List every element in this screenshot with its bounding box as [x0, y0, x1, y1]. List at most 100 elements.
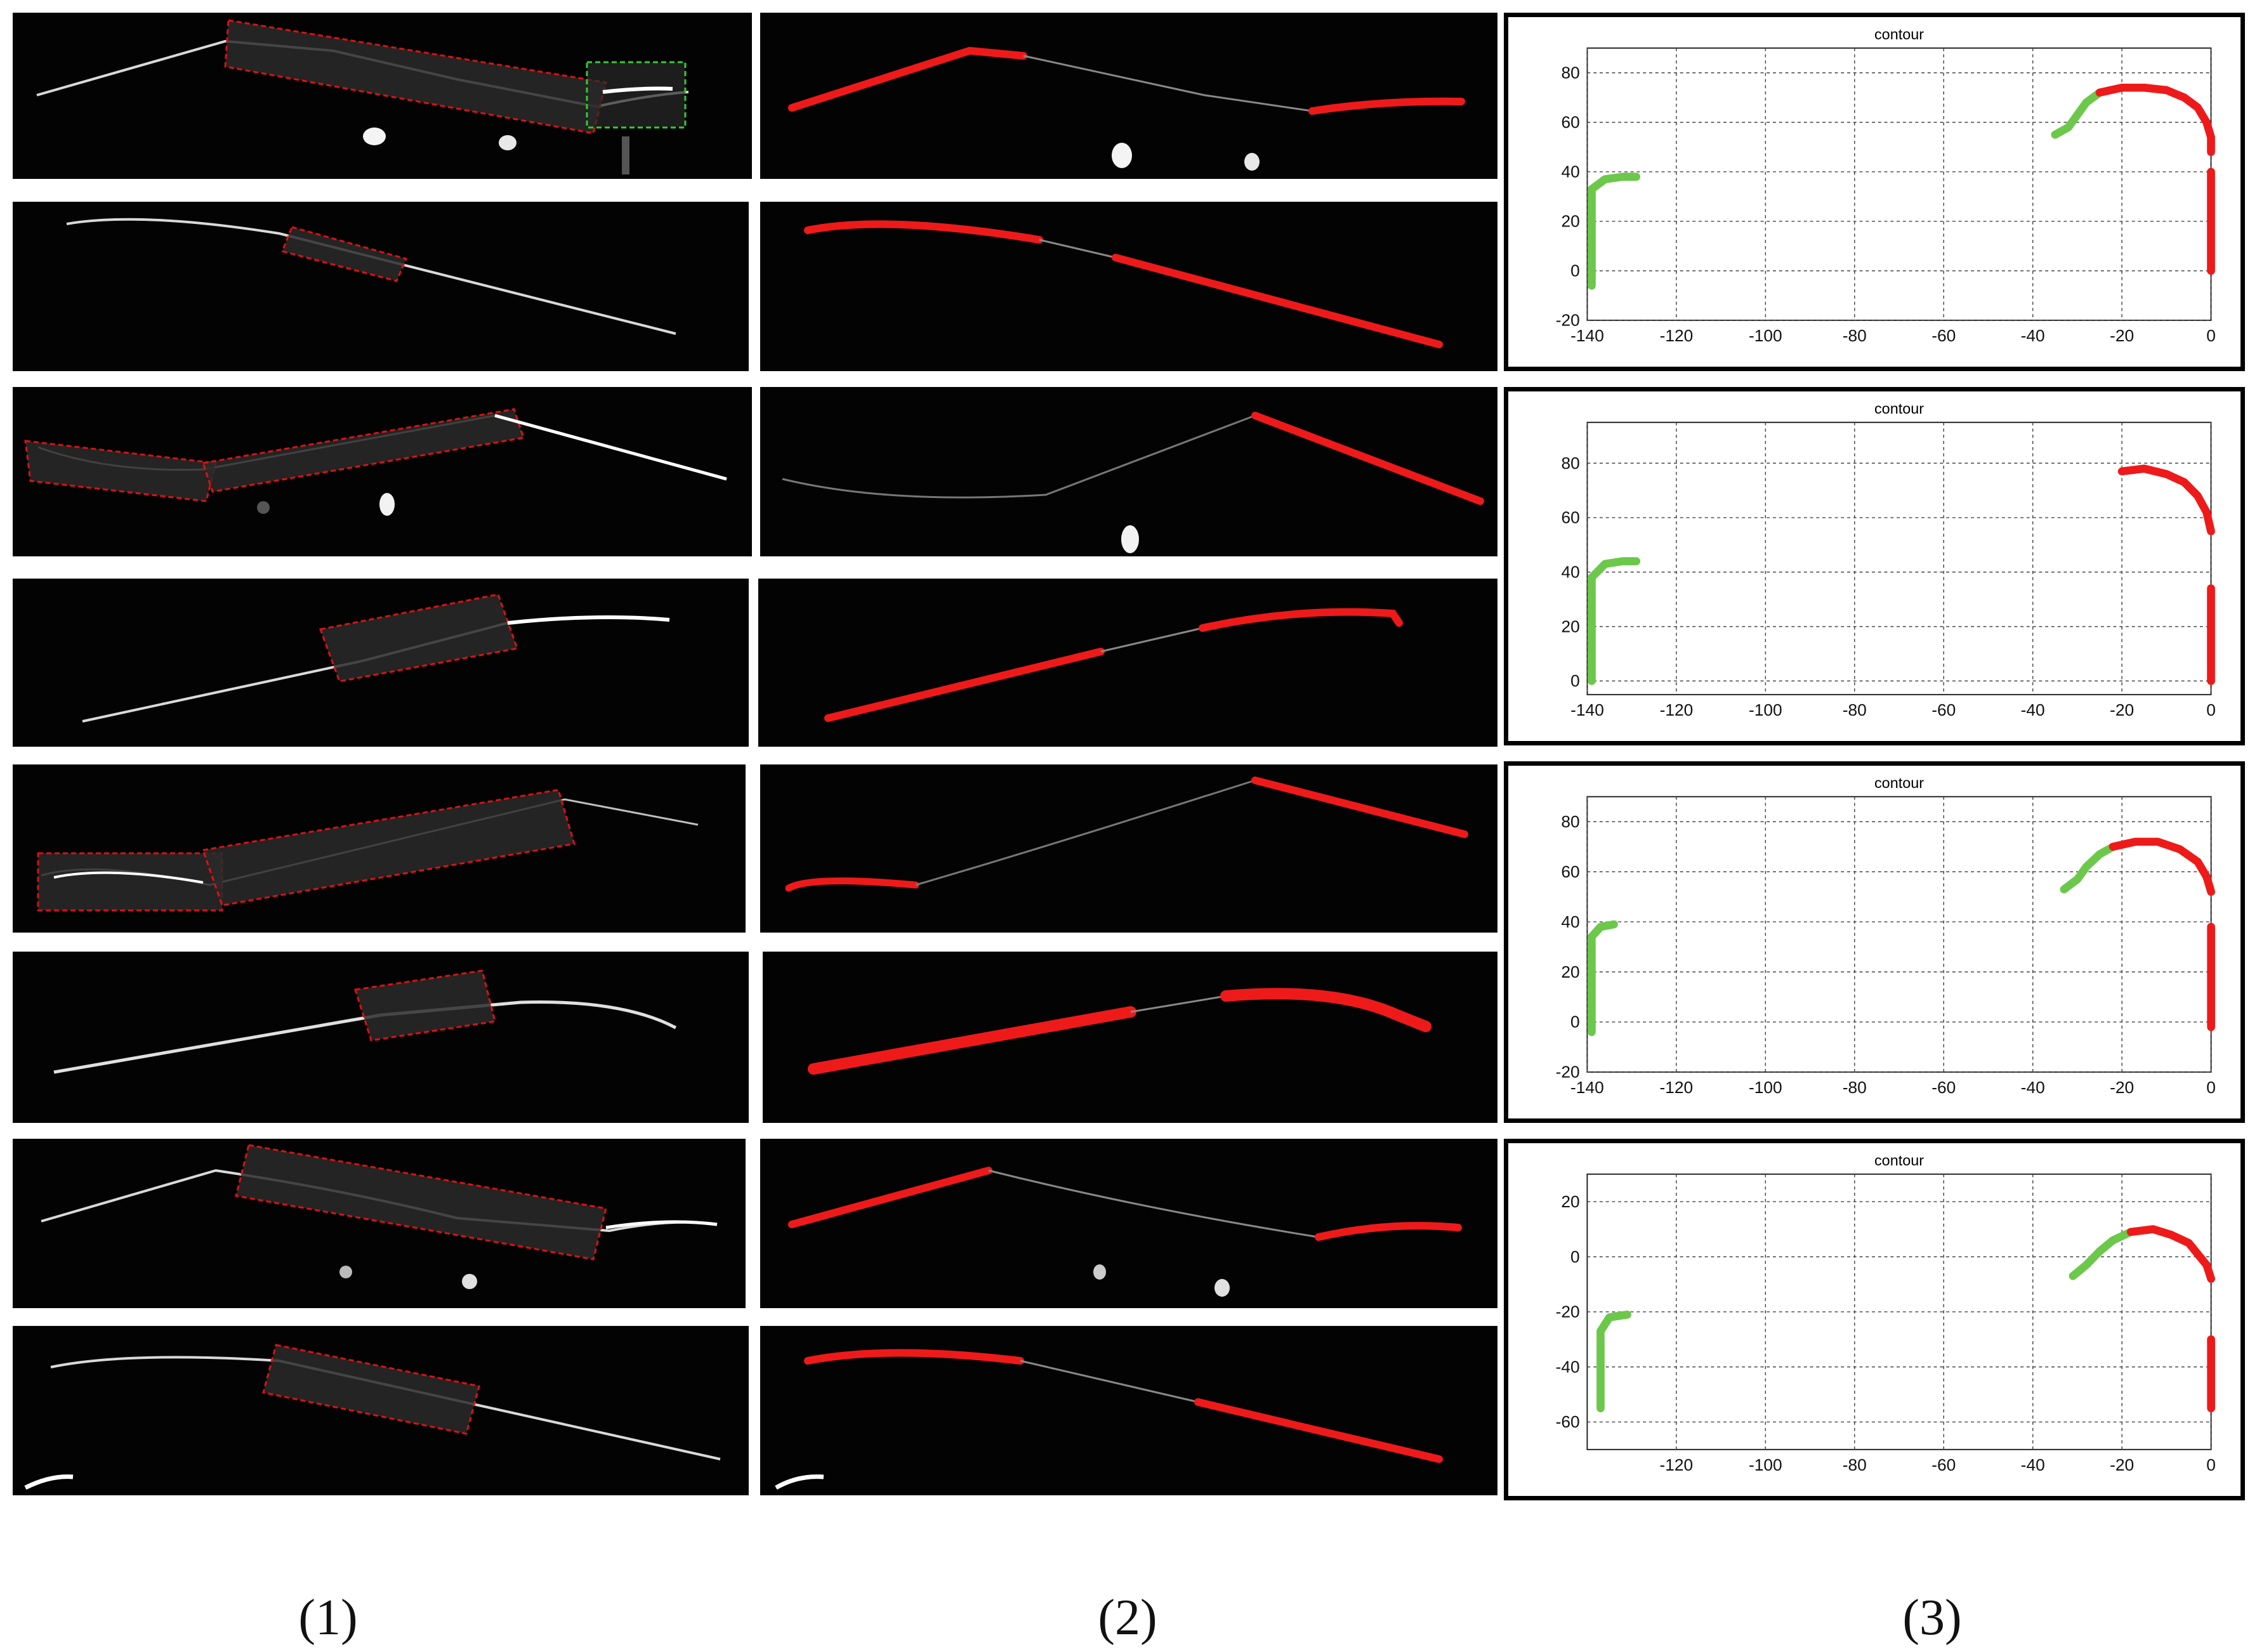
frame-2-detected-drawing — [804, 220, 1443, 348]
y-tick-label: -40 — [1556, 1357, 1580, 1376]
contour-series — [1596, 1310, 1631, 1413]
column-label-3: (3) — [1902, 1590, 1962, 1646]
y-tick-label: 80 — [1561, 454, 1579, 473]
frame-1-detected-drawing — [788, 46, 1465, 171]
frame-5-raw — [13, 764, 746, 933]
y-tick-label: 0 — [1570, 1013, 1580, 1032]
x-tick-label: -100 — [1749, 700, 1782, 719]
frame-5-detected-drawing — [785, 777, 1468, 892]
plot-title: contour — [1874, 775, 1924, 791]
contour-series — [2069, 1228, 2135, 1280]
frame-8-raw — [13, 1326, 749, 1495]
frame-2-detected — [760, 202, 1497, 371]
x-tick-label: -100 — [1749, 1078, 1782, 1097]
x-tick-label: -80 — [1843, 1078, 1867, 1097]
x-tick-label: -20 — [2110, 326, 2134, 345]
frame-2-raw — [13, 202, 749, 371]
y-tick-label: 0 — [1570, 261, 1580, 280]
y-tick-label: -20 — [1556, 1302, 1580, 1321]
frame-7-detected-drawing — [788, 1167, 1462, 1297]
x-tick-label: 0 — [2206, 326, 2216, 345]
y-tick-label: -20 — [1556, 1063, 1580, 1082]
x-tick-label: -100 — [1749, 326, 1782, 345]
frame-8-raw-drawing — [24, 1344, 721, 1490]
x-tick-label: -40 — [2021, 326, 2045, 345]
y-tick-label: 40 — [1561, 162, 1579, 181]
frame-6-raw — [13, 952, 749, 1123]
frame-6-raw-drawing — [53, 969, 677, 1074]
contour-series — [2051, 88, 2104, 139]
contour-series — [2095, 83, 2215, 156]
x-tick-label: -20 — [2110, 1078, 2134, 1097]
y-tick-label: 40 — [1561, 563, 1579, 582]
y-tick-label: 20 — [1561, 617, 1579, 636]
y-tick-label: 20 — [1561, 962, 1579, 981]
column-label-2: (2) — [1098, 1590, 1157, 1646]
y-tick-label: -20 — [1556, 311, 1580, 330]
x-tick-label: 0 — [2206, 700, 2216, 719]
frame-3-raw — [13, 387, 752, 556]
y-tick-label: 20 — [1561, 1192, 1579, 1211]
x-tick-label: -40 — [2021, 1078, 2045, 1097]
plot-area — [1586, 796, 2212, 1073]
y-tick-label: 0 — [1570, 671, 1580, 690]
contour-plot-2-svg: contour -140 -120 -100 -80 -60 -40 -20 0 0 20 40 60 8… — [1561, 400, 2216, 719]
frame-7-raw — [13, 1139, 746, 1308]
frame-8-detected — [760, 1326, 1497, 1495]
x-tick-label: 0 — [2206, 1455, 2216, 1474]
plot-title: contour — [1874, 26, 1924, 43]
frame-1-raw — [13, 13, 752, 179]
frame-6-detected — [763, 952, 1497, 1123]
frame-7-raw-drawing — [41, 1144, 718, 1289]
contour-series — [1588, 557, 1641, 685]
column-label-1: (1) — [298, 1590, 358, 1646]
contour-plot-4-svg: contour -120 -100 -80 -60 -40 -20 0 -60 -40 -20 0 20 — [1556, 1152, 2216, 1474]
y-tick-label: 0 — [1570, 1247, 1580, 1266]
x-tick-label: -40 — [2021, 700, 2045, 719]
y-tick-label: 20 — [1561, 212, 1579, 231]
x-tick-label: -80 — [1843, 700, 1867, 719]
x-tick-label: -140 — [1570, 700, 1604, 719]
y-tick-label: 40 — [1561, 912, 1579, 931]
frame-4-detected-drawing — [824, 608, 1403, 722]
frame-3-raw-drawing — [24, 408, 727, 516]
frame-1-raw-drawing — [36, 19, 689, 174]
x-tick-label: -60 — [1931, 1078, 1956, 1097]
contour-plot-2: contour -140 -120 -100 -80 -60 -40 -20 0 0 20 40 60 8… — [1504, 387, 2245, 745]
contour-plot-1-svg: contour -140 -120 -100 -80 -60 -40 -20 0 -20 0 20 40… — [1556, 26, 2216, 345]
x-tick-label: -120 — [1660, 326, 1694, 345]
y-tick-label: -60 — [1556, 1412, 1580, 1431]
x-tick-label: -120 — [1660, 1078, 1694, 1097]
x-tick-label: -140 — [1570, 1078, 1604, 1097]
x-tick-label: -60 — [1931, 1455, 1956, 1474]
frame-7-detected — [760, 1139, 1497, 1308]
y-tick-label: 80 — [1561, 63, 1579, 82]
frame-4-raw — [13, 579, 749, 747]
x-tick-label: -80 — [1843, 1455, 1867, 1474]
contour-plot-3: contour -140 -120 -100 -80 -60 -40 -20 0 -20 0 20 40… — [1504, 761, 2245, 1123]
x-tick-label: -20 — [2110, 700, 2134, 719]
contour-series — [2117, 464, 2215, 535]
frame-5-raw-drawing — [37, 789, 699, 912]
x-tick-label: 0 — [2206, 1078, 2216, 1097]
y-tick-label: 60 — [1561, 113, 1579, 132]
frame-8-detected-drawing — [775, 1349, 1443, 1490]
x-tick-label: -80 — [1843, 326, 1867, 345]
x-tick-label: -20 — [2110, 1455, 2134, 1474]
x-tick-label: -140 — [1570, 326, 1604, 345]
frame-5-detected — [760, 764, 1497, 933]
x-tick-label: -120 — [1660, 1455, 1694, 1474]
x-tick-label: -40 — [2021, 1455, 2045, 1474]
frame-2-raw-drawing — [66, 218, 676, 335]
frame-6-detected-drawing — [808, 988, 1431, 1075]
x-tick-label: -60 — [1931, 700, 1956, 719]
frame-1-detected — [760, 13, 1497, 179]
frame-4-detected — [758, 579, 1497, 747]
contour-series — [2126, 1225, 2215, 1283]
y-tick-label: 60 — [1561, 862, 1579, 881]
contour-plot-3-svg: contour -140 -120 -100 -80 -60 -40 -20 0 -20 0 20 40… — [1556, 775, 2216, 1097]
contour-series — [1588, 920, 1618, 1037]
contour-plot-4: contour -120 -100 -80 -60 -40 -20 0 -60 -40 -20 0 20 — [1504, 1139, 2245, 1500]
contour-series — [1588, 173, 1641, 290]
plot-title: contour — [1874, 400, 1924, 417]
